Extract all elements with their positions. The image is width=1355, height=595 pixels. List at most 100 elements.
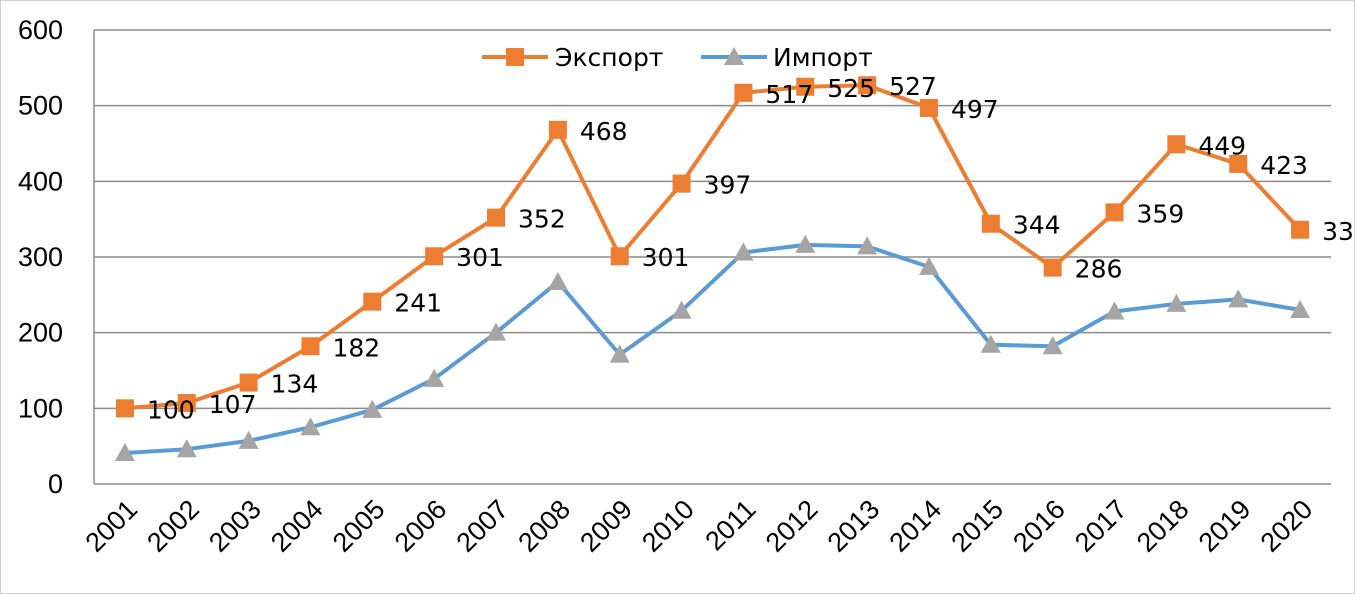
export-marker bbox=[425, 247, 444, 266]
import-marker bbox=[918, 256, 939, 275]
import-marker bbox=[238, 430, 259, 449]
export-marker bbox=[1229, 154, 1248, 173]
data-label: 301 bbox=[642, 243, 690, 272]
x-tick-label: 2002 bbox=[141, 494, 205, 558]
import-marker bbox=[176, 439, 197, 458]
x-tick-label: 2010 bbox=[636, 494, 700, 558]
series-line-export bbox=[124, 83, 1302, 411]
import-marker bbox=[1290, 299, 1311, 318]
y-tick-label: 100 bbox=[18, 393, 63, 423]
export-marker bbox=[1167, 135, 1186, 154]
x-tick-label: 2006 bbox=[389, 494, 453, 558]
data-label: 517 bbox=[765, 80, 813, 109]
series-line-import bbox=[124, 242, 1301, 455]
x-tick-label: 2004 bbox=[265, 494, 329, 558]
x-tick-label: 2001 bbox=[79, 494, 143, 558]
export-marker bbox=[672, 174, 691, 193]
data-label: 352 bbox=[518, 205, 566, 234]
x-tick-label: 2003 bbox=[203, 494, 267, 558]
y-tick-label: 0 bbox=[48, 469, 63, 499]
export-marker bbox=[363, 292, 382, 311]
export-marker bbox=[177, 394, 196, 413]
data-label: 182 bbox=[332, 333, 380, 362]
data-label: 241 bbox=[394, 289, 442, 318]
data-label: 359 bbox=[1137, 199, 1185, 228]
import-marker bbox=[609, 344, 630, 363]
x-tick-label: 2009 bbox=[574, 494, 638, 558]
data-label: 301 bbox=[456, 243, 504, 272]
import-marker bbox=[362, 399, 383, 418]
series bbox=[114, 76, 1311, 461]
x-tick-label: 2014 bbox=[884, 494, 948, 558]
export-marker bbox=[239, 373, 258, 392]
data-label: 423 bbox=[1260, 151, 1308, 180]
data-label: 100 bbox=[147, 395, 195, 424]
data-label: 468 bbox=[580, 117, 628, 146]
x-tick-label: 2015 bbox=[945, 494, 1009, 558]
import-marker bbox=[857, 236, 878, 255]
export-marker bbox=[487, 208, 506, 227]
export-marker bbox=[919, 98, 938, 117]
data-label: 527 bbox=[889, 72, 937, 101]
x-tick-label: 2011 bbox=[699, 494, 761, 556]
y-axis-tick-labels: 0 100 200 300 400 500 600 bbox=[18, 15, 63, 499]
export-marker bbox=[796, 77, 815, 96]
x-axis-tick-labels: 2001200220032004200520062007200820092010… bbox=[79, 494, 1318, 558]
import-marker bbox=[300, 417, 321, 436]
export-marker bbox=[115, 399, 134, 418]
x-tick-label: 2007 bbox=[451, 494, 515, 558]
export-marker bbox=[1105, 203, 1124, 222]
import-marker bbox=[671, 300, 692, 319]
export-marker bbox=[981, 214, 1000, 233]
y-tick-label: 600 bbox=[18, 15, 63, 45]
export-marker bbox=[858, 76, 877, 95]
import-marker bbox=[1104, 301, 1125, 320]
x-tick-label: 2018 bbox=[1131, 494, 1195, 558]
data-label: 134 bbox=[271, 370, 319, 399]
export-marker bbox=[1043, 258, 1062, 277]
import-marker bbox=[424, 368, 445, 387]
x-tick-label: 2012 bbox=[760, 494, 824, 558]
data-label: 286 bbox=[1075, 255, 1123, 284]
x-tick-label: 2019 bbox=[1193, 494, 1257, 558]
import-marker bbox=[486, 322, 507, 341]
legend-marker-export bbox=[506, 48, 524, 66]
y-tick-label: 200 bbox=[18, 318, 63, 348]
axes bbox=[93, 30, 1331, 485]
data-label: 336 bbox=[1322, 217, 1355, 246]
x-tick-label: 2017 bbox=[1069, 494, 1133, 558]
import-marker bbox=[547, 271, 568, 290]
import-marker bbox=[733, 242, 754, 261]
data-labels: 100 107 134 182 241 301 352 468 301 397 517 525 527 4… bbox=[147, 72, 1355, 424]
import-marker bbox=[114, 442, 135, 461]
y-tick-label: 500 bbox=[18, 91, 63, 121]
legend-marker-import bbox=[724, 47, 744, 65]
x-tick-label: 2020 bbox=[1255, 494, 1319, 558]
import-marker bbox=[1166, 293, 1187, 312]
data-label: 497 bbox=[951, 95, 999, 124]
data-label: 344 bbox=[1013, 211, 1061, 240]
x-tick-label: 2008 bbox=[512, 494, 576, 558]
data-label: 525 bbox=[827, 74, 875, 103]
import-marker bbox=[1228, 289, 1249, 308]
y-tick-label: 300 bbox=[18, 242, 63, 272]
x-tick-label: 2013 bbox=[822, 494, 886, 558]
export-marker bbox=[1291, 220, 1310, 239]
gridlines bbox=[94, 29, 1331, 410]
export-marker bbox=[548, 120, 567, 139]
import-marker bbox=[1042, 336, 1063, 355]
legend-label-export: Экспорт bbox=[555, 43, 663, 72]
legend-label-import: Импорт bbox=[773, 43, 873, 72]
x-tick-label: 2005 bbox=[327, 494, 391, 558]
y-tick-label: 400 bbox=[18, 166, 63, 196]
legend: Экспорт Импорт bbox=[482, 43, 873, 72]
import-marker bbox=[980, 334, 1001, 353]
x-tick-label: 2016 bbox=[1007, 494, 1071, 558]
data-label: 397 bbox=[704, 171, 752, 200]
import-marker bbox=[795, 234, 816, 253]
export-marker bbox=[610, 247, 629, 266]
export-marker bbox=[734, 83, 753, 102]
data-label: 107 bbox=[209, 390, 257, 419]
